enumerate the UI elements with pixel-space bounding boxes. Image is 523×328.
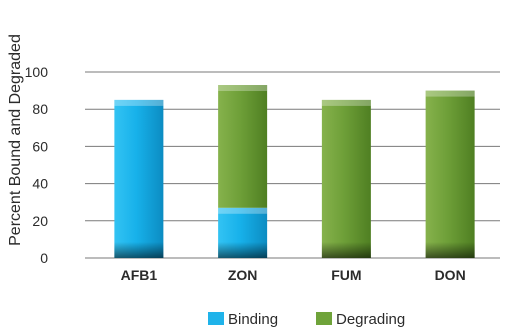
- bar-base-shadow: [321, 242, 371, 258]
- x-tick-label: DON: [435, 267, 466, 283]
- legend-label-binding: Binding: [228, 311, 278, 328]
- y-axis-ticks: 0 20 40 60 80 100: [25, 64, 49, 266]
- bar-degrading-zon: [218, 85, 268, 208]
- x-axis-ticks: AFB1 ZON FUM DON: [121, 267, 466, 283]
- bar-base-shadow: [218, 242, 268, 258]
- legend-swatch-binding: [208, 312, 224, 325]
- y-tick-label: 60: [32, 138, 48, 154]
- bar-highlight: [321, 99, 371, 106]
- bar-highlight: [218, 85, 268, 92]
- y-tick-label: 40: [32, 176, 48, 192]
- legend-label-degrading: Degrading: [336, 311, 405, 328]
- bar-degrading-fum: [321, 99, 371, 259]
- bars: [114, 85, 475, 259]
- y-axis-label: Percent Bound and Degraded: [7, 34, 24, 246]
- bar-highlight: [114, 99, 164, 106]
- bar-base-shadow: [425, 242, 475, 258]
- legend: Binding Degrading: [208, 311, 405, 328]
- x-tick-label: AFB1: [121, 267, 158, 283]
- bar-degrading-don: [425, 90, 475, 258]
- y-tick-label: 100: [25, 64, 49, 80]
- bar-binding-afb1: [114, 99, 164, 259]
- x-tick-label: ZON: [228, 267, 258, 283]
- bar-base-shadow: [114, 242, 164, 258]
- legend-swatch-degrading: [316, 312, 332, 325]
- x-tick-label: FUM: [331, 267, 361, 283]
- y-tick-label: 80: [32, 101, 48, 117]
- bar-highlight: [425, 90, 475, 97]
- y-tick-label: 20: [32, 213, 48, 229]
- bar-highlight: [218, 207, 268, 214]
- y-tick-label: 0: [40, 250, 48, 266]
